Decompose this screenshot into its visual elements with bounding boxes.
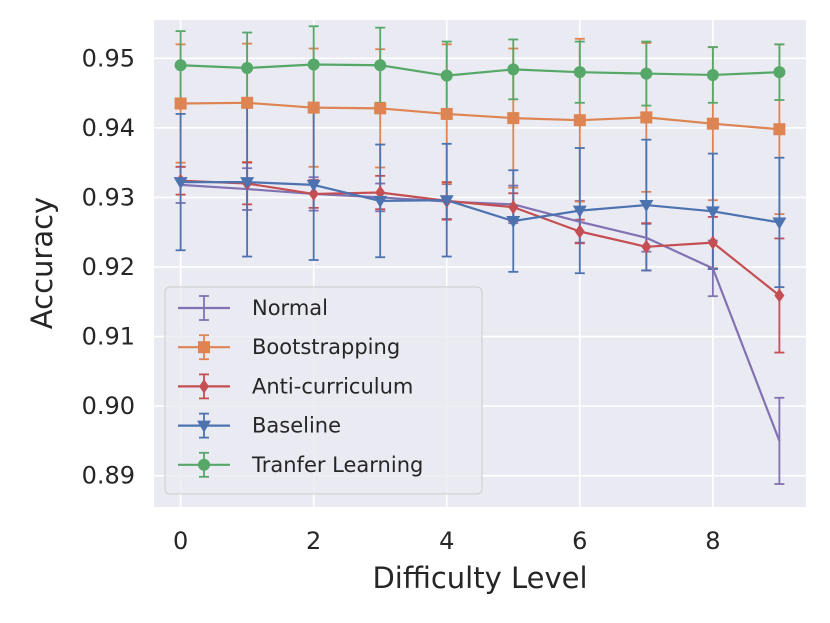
baseline-point (639, 200, 654, 213)
baseline-point (240, 177, 255, 190)
bootstrapping-point (174, 97, 187, 110)
tranfer-learning-point (640, 67, 653, 80)
y-tick-label: 0.92 (82, 253, 135, 281)
anti-curriculum-point (574, 224, 585, 239)
y-tick-label: 0.91 (82, 323, 135, 351)
bootstrapping-point (573, 114, 586, 127)
legend-entries: Normal Bootstrapping Anti-curriculum Baseli… (178, 295, 423, 478)
bootstrapping-line (180, 101, 780, 131)
legend-marker-tranfer-learning (198, 458, 210, 471)
x-tick-label: 0 (173, 527, 188, 555)
baseline-point (306, 179, 321, 192)
legend-label-bootstrapping: Bootstrapping (252, 335, 400, 359)
baseline-line (180, 181, 780, 224)
series-lines (180, 63, 781, 442)
y-tick-label: 0.95 (82, 44, 135, 72)
legend: Normal Bootstrapping Anti-curriculum Baseli… (164, 286, 483, 495)
x-axis-label: Difficulty Level (372, 561, 587, 595)
anti-curriculum-point (707, 235, 718, 250)
baseline-point (705, 206, 720, 219)
legend-marker-bootstrapping (198, 341, 210, 354)
bootstrapping-point (507, 112, 520, 125)
legend-label-normal: Normal (252, 296, 328, 320)
x-tick-label: 4 (439, 527, 454, 555)
tranfer-learning-point (507, 63, 520, 76)
y-tick-label: 0.90 (82, 392, 135, 420)
bootstrapping-point (440, 107, 453, 120)
baseline-point (772, 217, 787, 230)
tranfer-learning-point (773, 66, 786, 79)
y-tick-label: 0.93 (82, 183, 135, 211)
bootstrapping-point (374, 102, 387, 115)
legend-marker-baseline (197, 420, 211, 433)
tranfer-learning-point (174, 59, 187, 72)
x-tick-label: 8 (705, 527, 720, 555)
tranfer-learning-point (706, 68, 719, 81)
baseline-point (439, 195, 454, 208)
bootstrapping-point (241, 96, 254, 109)
tranfer-learning-line (180, 63, 780, 77)
baseline-point (373, 195, 388, 208)
bootstrapping-point (706, 117, 719, 130)
legend-label-baseline: Baseline (252, 414, 341, 438)
bootstrapping-point (307, 101, 320, 114)
x-tick-label: 2 (306, 527, 321, 555)
baseline-point (506, 216, 521, 229)
x-tick-labels: 0 2 4 6 8 (173, 527, 721, 555)
anti-curriculum-line (180, 179, 781, 297)
legend-marker-anti-curriculum (199, 379, 209, 394)
legend-box (164, 286, 483, 495)
bootstrapping-point (640, 111, 653, 124)
tranfer-learning-point (241, 62, 254, 75)
y-tick-labels: 0.89 0.90 0.91 0.92 0.93 0.94 0.95 (82, 44, 135, 489)
anti-curriculum-point (508, 200, 519, 215)
tranfer-learning-point (440, 69, 453, 82)
anti-curriculum-point (641, 239, 652, 254)
series-markers (173, 58, 787, 303)
tranfer-learning-point (307, 58, 320, 71)
legend-label-tranfer-learning: Tranfer Learning (251, 453, 423, 477)
bootstrapping-point (773, 123, 786, 136)
y-axis-label: Accuracy (25, 197, 59, 329)
legend-label-anti-curriculum: Anti-curriculum (252, 374, 413, 398)
y-tick-label: 0.94 (82, 114, 135, 142)
anti-curriculum-point (774, 288, 785, 303)
baseline-point (572, 205, 587, 218)
tranfer-learning-point (374, 59, 387, 72)
tranfer-learning-point (573, 66, 586, 79)
x-tick-label: 6 (572, 527, 587, 555)
anti-curriculum-point (308, 186, 319, 201)
baseline-point (173, 177, 188, 190)
y-tick-label: 0.89 (82, 462, 135, 490)
